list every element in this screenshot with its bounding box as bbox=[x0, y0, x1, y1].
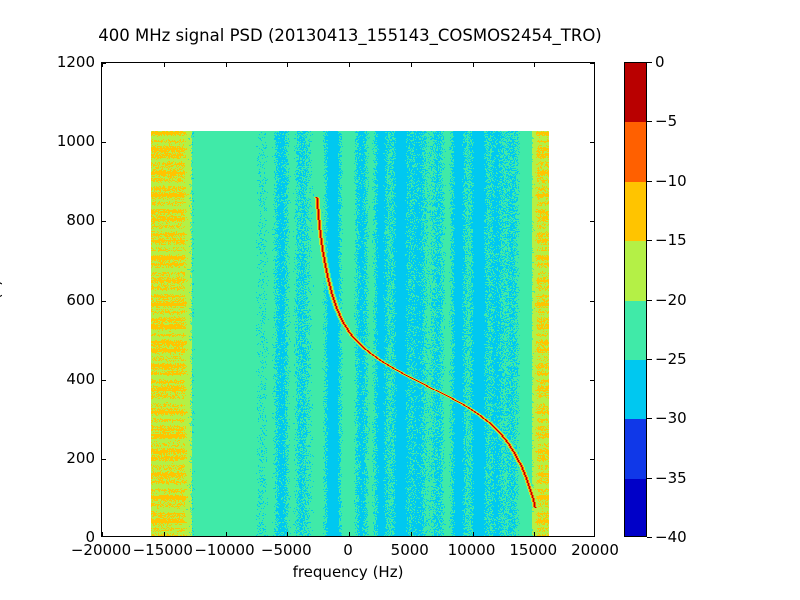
colorbar-band-0 bbox=[625, 63, 646, 123]
colorbar-band-5 bbox=[625, 359, 646, 420]
colorbar-tick-label-8: −40 bbox=[655, 528, 687, 546]
x-tick-6 bbox=[472, 63, 474, 67]
x-tick-0 bbox=[102, 532, 104, 536]
x-tick-1 bbox=[163, 532, 165, 536]
colorbar-tick-5 bbox=[647, 358, 652, 360]
x-tick-2 bbox=[225, 532, 227, 536]
y-tick-label-1: 200 bbox=[66, 448, 95, 467]
y-axis-label: time (s) bbox=[0, 279, 4, 339]
colorbar-tick-0 bbox=[647, 62, 652, 64]
x-axis-label: frequency (Hz) bbox=[292, 563, 404, 581]
x-tick-2 bbox=[225, 63, 227, 67]
x-tick-7 bbox=[534, 532, 536, 536]
colorbar-tick-label-3: −15 bbox=[655, 231, 687, 250]
colorbar-tick-2 bbox=[647, 180, 652, 182]
x-tick-7 bbox=[534, 63, 536, 67]
colorbar-tick-label-7: −35 bbox=[655, 468, 687, 487]
x-tick-6 bbox=[472, 532, 474, 536]
y-tick-2 bbox=[102, 379, 106, 381]
colorbar-band-2 bbox=[625, 181, 646, 242]
y-tick-5 bbox=[590, 142, 594, 144]
x-tick-1 bbox=[163, 63, 165, 67]
colorbar-tick-4 bbox=[647, 299, 652, 301]
y-tick-label-5: 1000 bbox=[56, 132, 95, 151]
y-tick-2 bbox=[590, 379, 594, 381]
y-tick-label-3: 600 bbox=[66, 290, 95, 309]
colorbar[interactable] bbox=[624, 62, 647, 537]
x-tick-0 bbox=[102, 63, 104, 67]
spectrogram-canvas bbox=[151, 131, 549, 536]
colorbar-tick-6 bbox=[647, 418, 652, 420]
x-tick-label-3: −5000 bbox=[260, 541, 312, 559]
colorbar-band-3 bbox=[625, 241, 646, 302]
colorbar-band-1 bbox=[625, 122, 646, 183]
colorbar-tick-8 bbox=[647, 537, 652, 539]
x-tick-3 bbox=[287, 63, 289, 67]
y-tick-5 bbox=[102, 142, 106, 144]
y-tick-6 bbox=[102, 63, 106, 65]
x-tick-label-8: 20000 bbox=[571, 541, 619, 559]
x-tick-5 bbox=[410, 532, 412, 536]
colorbar-tick-7 bbox=[647, 477, 652, 479]
y-tick-label-0: 0 bbox=[85, 528, 95, 546]
spectrogram-image bbox=[151, 131, 549, 536]
x-tick-3 bbox=[287, 532, 289, 536]
y-tick-label-2: 400 bbox=[66, 369, 95, 388]
x-tick-label-2: −10000 bbox=[194, 541, 255, 559]
colorbar-band-6 bbox=[625, 419, 646, 480]
x-tick-5 bbox=[410, 63, 412, 67]
x-tick-label-5: 5000 bbox=[390, 541, 429, 559]
y-tick-label-6: 1200 bbox=[56, 53, 95, 71]
y-tick-4 bbox=[590, 221, 594, 223]
colorbar-tick-label-0: 0 bbox=[655, 53, 665, 71]
y-tick-label-4: 800 bbox=[66, 211, 95, 230]
colorbar-tick-1 bbox=[647, 121, 652, 123]
x-tick-label-6: 10000 bbox=[447, 541, 496, 559]
x-tick-4 bbox=[349, 532, 351, 536]
x-tick-4 bbox=[349, 63, 351, 67]
y-tick-6 bbox=[590, 63, 594, 65]
chart-title: 400 MHz signal PSD (20130413_155143_COSM… bbox=[98, 26, 602, 45]
colorbar-tick-label-1: −5 bbox=[655, 112, 678, 131]
colorbar-band-7 bbox=[625, 478, 646, 536]
colorbar-tick-label-6: −30 bbox=[655, 409, 687, 428]
colorbar-tick-label-5: −25 bbox=[655, 349, 687, 368]
y-tick-3 bbox=[102, 300, 106, 302]
plot-axes[interactable] bbox=[101, 62, 595, 537]
x-tick-label-4: 0 bbox=[343, 541, 353, 559]
y-tick-1 bbox=[590, 458, 594, 460]
x-tick-label-0: −20000 bbox=[70, 541, 132, 559]
colorbar-tick-label-4: −20 bbox=[655, 290, 687, 309]
y-tick-3 bbox=[590, 300, 594, 302]
colorbar-tick-3 bbox=[647, 240, 652, 242]
x-tick-label-7: 15000 bbox=[509, 541, 558, 559]
x-tick-label-1: −15000 bbox=[132, 541, 193, 559]
y-tick-1 bbox=[102, 458, 106, 460]
colorbar-tick-label-2: −10 bbox=[655, 171, 687, 190]
y-tick-4 bbox=[102, 221, 106, 223]
colorbar-band-4 bbox=[625, 300, 646, 361]
